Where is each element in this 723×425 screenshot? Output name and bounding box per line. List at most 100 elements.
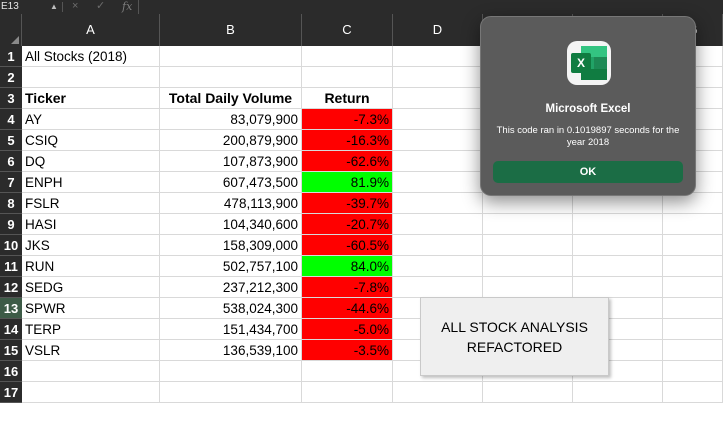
cell-e12[interactable] xyxy=(483,277,573,298)
cell-d2[interactable] xyxy=(393,67,483,88)
column-header-b[interactable]: B xyxy=(160,14,302,46)
volume-cell[interactable]: 136,539,100 xyxy=(160,340,302,361)
cell-a17[interactable] xyxy=(22,382,160,403)
column-header-d[interactable]: D xyxy=(393,14,483,46)
cell-d4[interactable] xyxy=(393,109,483,130)
ticker-cell[interactable]: HASI xyxy=(22,214,160,235)
cell-a16[interactable] xyxy=(22,361,160,382)
volume-cell[interactable]: 200,879,900 xyxy=(160,130,302,151)
cell-f14[interactable] xyxy=(573,319,663,340)
row-header-13[interactable]: 13 xyxy=(0,298,22,319)
cell-d12[interactable] xyxy=(393,277,483,298)
cell-e8[interactable] xyxy=(483,193,573,214)
ticker-cell[interactable]: JKS xyxy=(22,235,160,256)
return-cell[interactable]: -16.3% xyxy=(302,130,393,151)
return-cell[interactable]: -62.6% xyxy=(302,151,393,172)
cell-d8[interactable] xyxy=(393,193,483,214)
row-header-11[interactable]: 11 xyxy=(0,256,22,277)
row-header-9[interactable]: 9 xyxy=(0,214,22,235)
cell-d9[interactable] xyxy=(393,214,483,235)
cell-d5[interactable] xyxy=(393,130,483,151)
row-header-15[interactable]: 15 xyxy=(0,340,22,361)
cell-g12[interactable] xyxy=(663,277,723,298)
volume-cell[interactable]: 502,757,100 xyxy=(160,256,302,277)
cell-d6[interactable] xyxy=(393,151,483,172)
cell-g9[interactable] xyxy=(663,214,723,235)
enter-icon[interactable]: ✓ xyxy=(96,0,106,12)
cell-g17[interactable] xyxy=(663,382,723,403)
cell-b17[interactable] xyxy=(160,382,302,403)
ticker-cell[interactable]: AY xyxy=(22,109,160,130)
volume-cell[interactable]: 237,212,300 xyxy=(160,277,302,298)
cell-f16[interactable] xyxy=(573,361,663,382)
cell-c16[interactable] xyxy=(302,361,393,382)
cell-g14[interactable] xyxy=(663,319,723,340)
volume-cell[interactable]: 538,024,300 xyxy=(160,298,302,319)
row-header-6[interactable]: 6 xyxy=(0,151,22,172)
ticker-cell[interactable]: VSLR xyxy=(22,340,160,361)
cell-e10[interactable] xyxy=(483,235,573,256)
volume-cell[interactable]: 158,309,000 xyxy=(160,235,302,256)
cell-g10[interactable] xyxy=(663,235,723,256)
cell-f9[interactable] xyxy=(573,214,663,235)
return-cell[interactable]: 84.0% xyxy=(302,256,393,277)
run-analysis-button[interactable]: ALL STOCK ANALYSIS REFACTORED xyxy=(420,297,609,376)
volume-cell[interactable]: 83,079,900 xyxy=(160,109,302,130)
header-ticker[interactable]: Ticker xyxy=(22,88,160,109)
cell-c1[interactable] xyxy=(302,46,393,67)
return-cell[interactable]: -5.0% xyxy=(302,319,393,340)
cell-d1[interactable] xyxy=(393,46,483,67)
cell-c17[interactable] xyxy=(302,382,393,403)
name-box-dropdown-icon[interactable]: ▲ xyxy=(50,2,58,11)
cell-g15[interactable] xyxy=(663,340,723,361)
cancel-icon[interactable]: × xyxy=(72,0,79,12)
insert-function-icon[interactable]: fx xyxy=(122,0,133,13)
cell-d7[interactable] xyxy=(393,172,483,193)
volume-cell[interactable]: 107,873,900 xyxy=(160,151,302,172)
cell-g11[interactable] xyxy=(663,256,723,277)
column-header-c[interactable]: C xyxy=(302,14,393,46)
cell-e11[interactable] xyxy=(483,256,573,277)
return-cell[interactable]: -39.7% xyxy=(302,193,393,214)
return-cell[interactable]: -44.6% xyxy=(302,298,393,319)
row-header-8[interactable]: 8 xyxy=(0,193,22,214)
ticker-cell[interactable]: FSLR xyxy=(22,193,160,214)
return-cell[interactable]: 81.9% xyxy=(302,172,393,193)
cell-f13[interactable] xyxy=(573,298,663,319)
cell-b2[interactable] xyxy=(160,67,302,88)
return-cell[interactable]: -3.5% xyxy=(302,340,393,361)
cell-b16[interactable] xyxy=(160,361,302,382)
return-cell[interactable]: -7.8% xyxy=(302,277,393,298)
header-volume[interactable]: Total Daily Volume xyxy=(160,88,302,109)
row-header-14[interactable]: 14 xyxy=(0,319,22,340)
volume-cell[interactable]: 104,340,600 xyxy=(160,214,302,235)
ok-button[interactable]: OK xyxy=(493,161,683,183)
row-header-7[interactable]: 7 xyxy=(0,172,22,193)
ticker-cell[interactable]: TERP xyxy=(22,319,160,340)
ticker-cell[interactable]: CSIQ xyxy=(22,130,160,151)
ticker-cell[interactable]: SPWR xyxy=(22,298,160,319)
cell-f10[interactable] xyxy=(573,235,663,256)
cell-f17[interactable] xyxy=(573,382,663,403)
cell-e17[interactable] xyxy=(483,382,573,403)
header-return[interactable]: Return xyxy=(302,88,393,109)
volume-cell[interactable]: 478,113,900 xyxy=(160,193,302,214)
cell-f8[interactable] xyxy=(573,193,663,214)
cell-a2[interactable] xyxy=(22,67,160,88)
ticker-cell[interactable]: DQ xyxy=(22,151,160,172)
cell-d10[interactable] xyxy=(393,235,483,256)
ticker-cell[interactable]: ENPH xyxy=(22,172,160,193)
cell-f15[interactable] xyxy=(573,340,663,361)
cell-g16[interactable] xyxy=(663,361,723,382)
cell-d17[interactable] xyxy=(393,382,483,403)
row-header-3[interactable]: 3 xyxy=(0,88,22,109)
row-header-17[interactable]: 17 xyxy=(0,382,22,403)
cell-e9[interactable] xyxy=(483,214,573,235)
ticker-cell[interactable]: RUN xyxy=(22,256,160,277)
cell-d11[interactable] xyxy=(393,256,483,277)
cell-b1[interactable] xyxy=(160,46,302,67)
row-header-12[interactable]: 12 xyxy=(0,277,22,298)
cell-g13[interactable] xyxy=(663,298,723,319)
row-header-2[interactable]: 2 xyxy=(0,67,22,88)
return-cell[interactable]: -20.7% xyxy=(302,214,393,235)
